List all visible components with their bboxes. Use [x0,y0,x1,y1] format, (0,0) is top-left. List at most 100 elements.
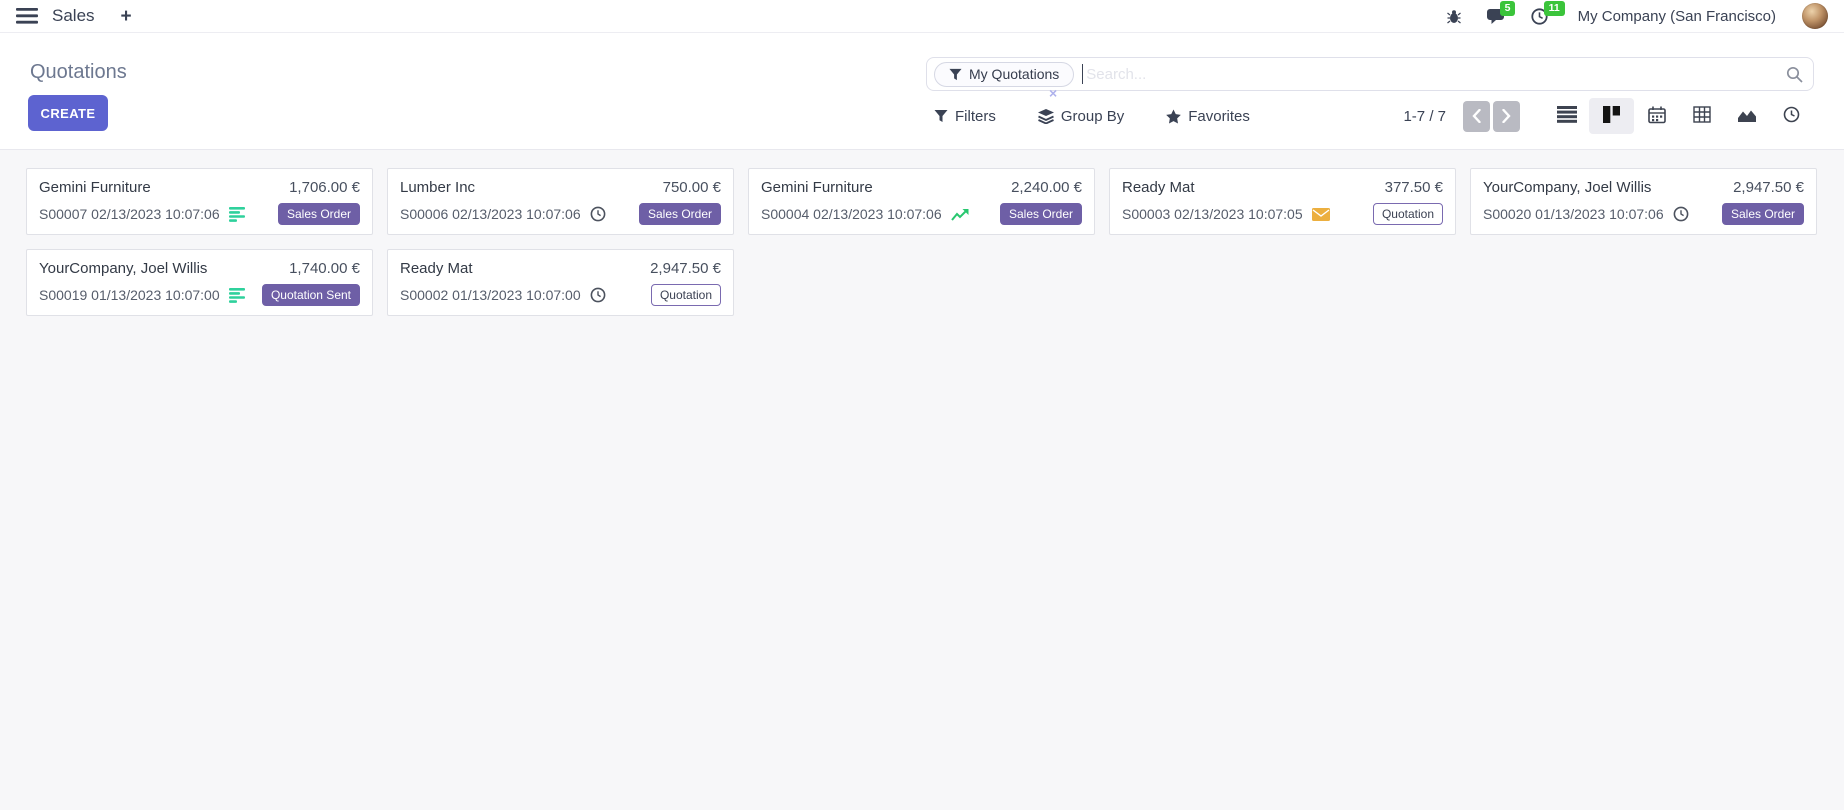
kanban-card[interactable]: YourCompany, Joel Willis 1,740.00 € S000… [26,249,373,316]
view-list-button[interactable] [1544,98,1589,134]
layers-icon [1037,108,1054,124]
messages-button[interactable]: 5 [1486,1,1516,24]
kanban-card[interactable]: Gemini Furniture 1,706.00 € S00007 02/13… [26,168,373,235]
chart-green-icon[interactable] [950,207,969,222]
activities-button[interactable]: 11 [1530,0,1565,25]
card-customer: YourCompany, Joel Willis [39,260,208,277]
card-amount: 1,740.00 € [289,260,360,277]
card-customer: Gemini Furniture [39,179,151,196]
search-input[interactable] [1086,65,1786,83]
filters-button[interactable]: Filters [934,108,996,125]
card-status-badge: Quotation Sent [261,284,360,306]
content-area: Gemini Furniture 1,706.00 € S00007 02/13… [0,150,1844,810]
clock-gray-icon[interactable] [590,287,606,303]
card-status-badge: Quotation [1372,203,1443,225]
facet-label: My Quotations [969,66,1060,82]
card-status-badge: Sales Order [1721,203,1804,225]
control-panel: Quotations CREATE My Quotations × Filter… [0,33,1844,150]
envelope-orange-icon[interactable] [1311,207,1330,221]
kanban-card[interactable]: Lumber Inc 750.00 € S00006 02/13/2023 10… [387,168,734,235]
card-reference: S00003 02/13/2023 10:07:05 [1122,206,1303,222]
search-caret [1082,64,1084,84]
facet-remove-icon[interactable]: × [1049,85,1058,101]
card-status-badge: Sales Order [999,203,1082,225]
chat-bubble-icon [1486,9,1504,24]
card-amount: 2,947.50 € [650,260,721,277]
card-reference: S00002 01/13/2023 10:07:00 [400,287,581,303]
pager-next-button[interactable] [1493,100,1520,132]
card-header: Ready Mat 377.50 € [1122,179,1443,196]
card-amount: 2,240.00 € [1011,179,1082,196]
card-status-badge: Sales Order [638,203,721,225]
list-view-icon [1556,106,1577,126]
card-footer: S00019 01/13/2023 10:07:00 Quotation Sen… [39,284,360,306]
card-header: Ready Mat 2,947.50 € [400,260,721,277]
search-facet-my-quotations[interactable]: My Quotations [934,61,1075,87]
favorites-button[interactable]: Favorites [1166,108,1250,125]
activities-count-badge: 11 [1543,0,1565,16]
card-header: YourCompany, Joel Willis 2,947.50 € [1483,179,1804,196]
create-button[interactable]: CREATE [28,95,108,131]
card-reference: S00019 01/13/2023 10:07:00 [39,287,220,303]
card-footer: S00004 02/13/2023 10:07:06 Sales Order [761,203,1082,225]
card-header: YourCompany, Joel Willis 1,740.00 € [39,260,360,277]
card-amount: 1,706.00 € [289,179,360,196]
card-customer: YourCompany, Joel Willis [1483,179,1652,196]
pivot-view-icon [1692,106,1711,126]
search-bar[interactable]: My Quotations × [926,57,1814,101]
card-reference: S00007 02/13/2023 10:07:06 [39,206,220,222]
top-navbar: Sales + 5 11 My Company (San Francisco) [0,0,1844,33]
card-reference: S00006 02/13/2023 10:07:06 [400,206,581,222]
view-switcher [1544,98,1814,134]
tasks-green-icon[interactable] [228,206,246,222]
kanban-card[interactable]: Ready Mat 2,947.50 € S00002 01/13/2023 1… [387,249,734,316]
kanban-grid: Gemini Furniture 1,706.00 € S00007 02/13… [26,168,1817,316]
card-footer: S00020 01/13/2023 10:07:06 Sales Order [1483,203,1804,225]
kanban-view-icon [1603,106,1620,126]
systray: 5 11 My Company (San Francisco) [1446,0,1828,29]
card-customer: Ready Mat [1122,179,1195,196]
star-icon [1166,108,1182,123]
app-name[interactable]: Sales [52,6,95,25]
view-kanban-button[interactable] [1589,98,1634,134]
view-pivot-button[interactable] [1679,98,1724,134]
search-icon[interactable] [1786,66,1803,83]
clock-gray-icon[interactable] [590,206,606,222]
card-reference: S00004 02/13/2023 10:07:06 [761,206,942,222]
view-calendar-button[interactable] [1634,98,1679,134]
company-name[interactable]: My Company (San Francisco) [1577,7,1776,25]
card-footer: S00003 02/13/2023 10:07:05 Quotation [1122,203,1443,225]
card-footer: S00006 02/13/2023 10:07:06 Sales Order [400,203,721,225]
calendar-view-icon [1647,106,1666,127]
card-amount: 2,947.50 € [1733,179,1804,196]
card-header: Gemini Furniture 1,706.00 € [39,179,360,196]
filters-label: Filters [955,107,996,125]
activity-view-icon [1783,106,1800,126]
card-customer: Lumber Inc [400,179,476,196]
card-amount: 377.50 € [1384,179,1443,196]
group-by-label: Group By [1060,107,1125,125]
pager-previous-button[interactable] [1463,100,1490,132]
group-by-button[interactable]: Group By [1037,107,1125,125]
debug-bug-icon[interactable] [1446,9,1461,24]
user-avatar[interactable] [1802,3,1828,29]
chevron-right-icon [1502,109,1511,123]
card-header: Lumber Inc 750.00 € [400,179,721,196]
card-status-badge: Sales Order [277,203,360,225]
tasks-green-icon[interactable] [228,287,246,303]
kanban-card[interactable]: Ready Mat 377.50 € S00003 02/13/2023 10:… [1109,168,1456,235]
plus-icon[interactable]: + [120,5,132,27]
card-footer: S00007 02/13/2023 10:07:06 Sales Order [39,203,360,225]
clock-icon [1530,7,1548,25]
messages-count-badge: 5 [1499,1,1516,16]
kanban-card[interactable]: Gemini Furniture 2,240.00 € S00004 02/13… [748,168,1095,235]
apps-menu-icon[interactable] [12,4,42,28]
kanban-card[interactable]: YourCompany, Joel Willis 2,947.50 € S000… [1470,168,1817,235]
favorites-label: Favorites [1188,107,1250,125]
graph-view-icon [1737,107,1757,126]
view-graph-button[interactable] [1724,98,1769,134]
clock-gray-icon[interactable] [1673,206,1689,222]
card-amount: 750.00 € [662,179,721,196]
control-panel-row2: Filters Group By Favorites 1-7 / 7 [926,95,1814,137]
view-activity-button[interactable] [1769,98,1814,134]
